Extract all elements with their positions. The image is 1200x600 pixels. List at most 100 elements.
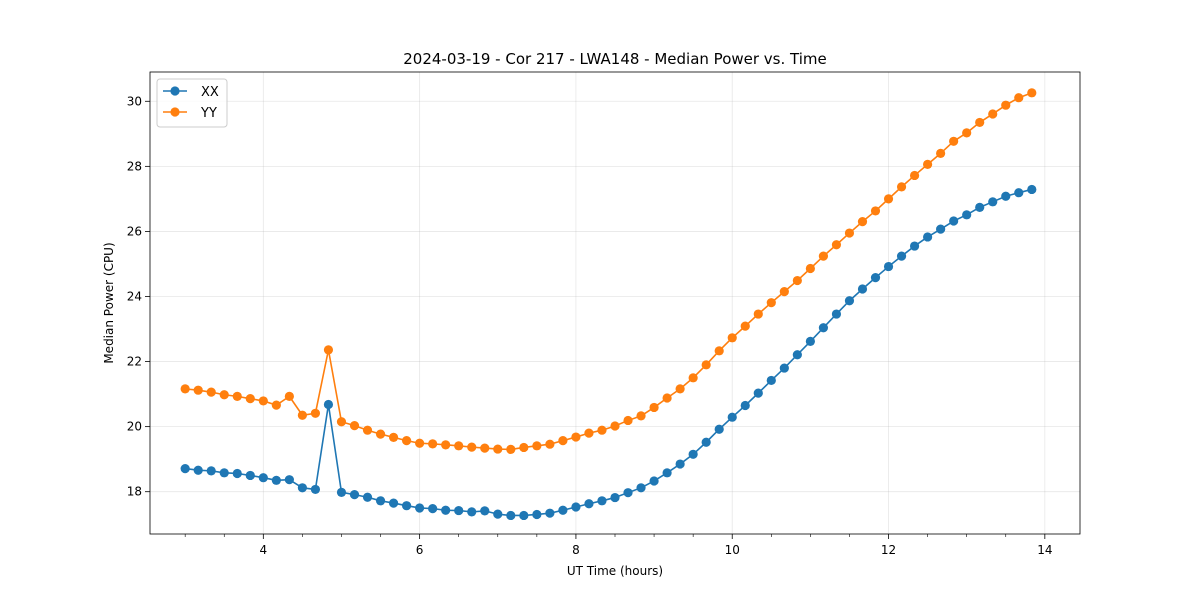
data-point-xx bbox=[480, 506, 490, 516]
data-point-xx bbox=[297, 483, 307, 493]
y-axis-title: Median Power (CPU) bbox=[102, 242, 116, 363]
data-point-xx bbox=[896, 251, 907, 261]
y-tick-label: 18 bbox=[127, 485, 142, 499]
data-point-yy bbox=[857, 217, 868, 227]
legend-marker-yy bbox=[170, 107, 180, 117]
data-point-yy bbox=[818, 251, 829, 261]
x-tick-label: 8 bbox=[572, 543, 580, 557]
data-point-yy bbox=[923, 159, 933, 169]
data-point-xx bbox=[519, 510, 529, 521]
data-point-xx bbox=[844, 296, 855, 306]
data-point-xx bbox=[558, 505, 568, 515]
data-point-xx bbox=[805, 336, 815, 346]
y-tick-label: 24 bbox=[127, 289, 142, 303]
data-point-yy bbox=[519, 442, 529, 453]
data-point-yy bbox=[454, 441, 464, 451]
data-point-yy bbox=[792, 275, 802, 286]
data-point-yy bbox=[180, 384, 190, 394]
data-point-xx bbox=[792, 350, 802, 360]
data-point-yy bbox=[779, 287, 789, 297]
data-point-yy bbox=[388, 432, 399, 442]
data-point-yy bbox=[349, 421, 360, 431]
data-point-yy bbox=[467, 442, 477, 452]
data-point-yy bbox=[623, 415, 633, 426]
data-point-xx bbox=[936, 224, 946, 234]
data-series bbox=[180, 88, 1037, 521]
data-point-xx bbox=[909, 241, 920, 251]
data-point-yy bbox=[493, 444, 503, 454]
data-point-yy bbox=[701, 360, 711, 370]
x-tick-label: 10 bbox=[725, 543, 740, 557]
data-point-xx bbox=[467, 507, 477, 517]
data-point-xx bbox=[923, 232, 933, 242]
data-point-yy bbox=[662, 393, 672, 403]
data-point-yy bbox=[805, 263, 815, 274]
data-point-xx bbox=[219, 468, 229, 478]
data-point-xx bbox=[193, 465, 203, 475]
x-axis-title: UT Time (hours) bbox=[567, 564, 663, 578]
data-point-xx bbox=[388, 498, 399, 508]
data-point-yy bbox=[949, 136, 959, 146]
data-point-yy bbox=[753, 309, 763, 319]
data-point-yy bbox=[962, 128, 972, 138]
legend: XX YY bbox=[156, 78, 228, 128]
data-point-yy bbox=[1001, 100, 1011, 110]
data-point-xx bbox=[753, 388, 763, 398]
y-tick-label: 22 bbox=[127, 355, 142, 369]
data-point-yy bbox=[675, 384, 685, 394]
x-tick-label: 14 bbox=[1037, 543, 1052, 557]
data-point-yy bbox=[831, 240, 842, 250]
data-point-xx bbox=[232, 468, 242, 479]
data-point-yy bbox=[415, 438, 425, 448]
data-point-yy bbox=[936, 148, 946, 158]
data-point-yy bbox=[597, 425, 607, 435]
data-point-xx bbox=[949, 216, 959, 226]
data-point-yy bbox=[766, 298, 776, 308]
x-tick-label: 12 bbox=[881, 543, 896, 557]
data-point-yy bbox=[532, 441, 542, 451]
data-point-yy bbox=[336, 417, 347, 427]
data-point-yy bbox=[232, 391, 242, 401]
data-point-xx bbox=[727, 412, 737, 422]
y-tick-label: 30 bbox=[127, 94, 142, 108]
data-point-xx bbox=[675, 459, 685, 469]
data-point-yy bbox=[428, 439, 438, 449]
data-point-yy bbox=[844, 228, 855, 238]
data-point-xx bbox=[857, 284, 868, 294]
data-point-xx bbox=[988, 197, 998, 207]
data-point-xx bbox=[975, 202, 985, 212]
data-point-yy bbox=[245, 394, 255, 404]
data-point-xx bbox=[349, 490, 360, 500]
data-point-yy bbox=[714, 346, 724, 356]
data-point-xx bbox=[1014, 188, 1024, 198]
data-point-xx bbox=[779, 363, 789, 373]
data-point-xx bbox=[310, 484, 321, 495]
data-point-yy bbox=[219, 390, 229, 400]
series-yy bbox=[180, 88, 1037, 455]
data-point-yy bbox=[362, 425, 373, 435]
data-point-xx bbox=[415, 503, 425, 513]
data-point-yy bbox=[988, 109, 998, 119]
data-point-xx bbox=[610, 492, 620, 503]
data-point-xx bbox=[375, 496, 386, 506]
data-point-xx bbox=[831, 309, 842, 319]
data-point-yy bbox=[649, 402, 659, 413]
data-point-yy bbox=[870, 206, 881, 216]
data-point-yy bbox=[271, 400, 281, 410]
data-point-yy bbox=[883, 194, 894, 204]
y-tick-label: 26 bbox=[127, 224, 142, 238]
data-point-yy bbox=[206, 387, 216, 397]
data-point-xx bbox=[362, 492, 373, 502]
data-point-xx bbox=[284, 475, 294, 485]
legend-marker-xx bbox=[170, 86, 180, 96]
data-point-xx bbox=[545, 508, 555, 518]
chart-title: 2024-03-19 - Cor 217 - LWA148 - Median P… bbox=[403, 50, 827, 68]
data-point-yy bbox=[896, 182, 907, 192]
data-point-xx bbox=[740, 400, 750, 411]
data-point-xx bbox=[441, 505, 451, 515]
data-point-yy bbox=[284, 391, 294, 401]
data-point-yy bbox=[975, 117, 985, 128]
data-point-xx bbox=[883, 261, 894, 272]
data-point-yy bbox=[558, 436, 568, 446]
